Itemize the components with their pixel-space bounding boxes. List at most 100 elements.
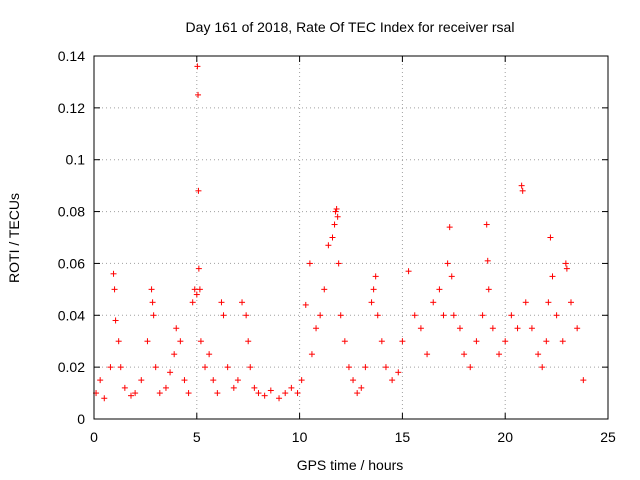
data-point: [368, 299, 375, 306]
data-point: [430, 299, 437, 306]
data-point: [411, 312, 418, 319]
data-point: [150, 312, 157, 319]
data-point: [485, 286, 492, 293]
data-point: [261, 392, 268, 399]
data-point: [450, 312, 457, 319]
grid: [94, 56, 608, 419]
data-point: [549, 273, 556, 280]
data-point: [144, 338, 151, 345]
y-tick-label: 0.06: [58, 255, 85, 271]
data-point: [332, 208, 339, 215]
y-tick-label: 0.02: [58, 359, 85, 375]
data-point: [243, 312, 250, 319]
data-point: [234, 377, 241, 384]
data-point: [502, 338, 509, 345]
data-point: [171, 351, 178, 358]
data-point: [399, 338, 406, 345]
data-point: [239, 299, 246, 306]
data-point: [337, 312, 344, 319]
data-point: [461, 351, 468, 358]
plot-frame: [93, 55, 609, 420]
data-point: [539, 364, 546, 371]
data-point: [210, 377, 217, 384]
data-point: [417, 325, 424, 332]
data-point: [580, 377, 587, 384]
data-point: [334, 213, 341, 220]
data-point: [496, 351, 503, 358]
data-point: [195, 91, 202, 98]
data-point: [358, 384, 365, 391]
data-point: [329, 234, 336, 241]
data-point: [298, 377, 305, 384]
data-point: [333, 205, 340, 212]
data-point: [382, 364, 389, 371]
data-point: [467, 364, 474, 371]
data-point: [251, 384, 258, 391]
data-point: [519, 187, 526, 194]
data-point: [189, 299, 196, 306]
data-point: [331, 221, 338, 228]
data-point: [197, 338, 204, 345]
data-point: [448, 273, 455, 280]
data-point: [444, 260, 451, 267]
data-point: [325, 242, 332, 249]
data-point: [218, 299, 225, 306]
y-tick-label: 0.1: [66, 152, 86, 168]
data-point: [173, 325, 180, 332]
data-point: [247, 364, 254, 371]
data-point: [294, 390, 301, 397]
data-point: [547, 234, 554, 241]
data-point: [195, 265, 202, 272]
data-point: [117, 364, 124, 371]
data-points: [93, 63, 587, 402]
data-point: [354, 390, 361, 397]
data-point: [489, 325, 496, 332]
data-point: [214, 390, 221, 397]
data-point: [514, 325, 521, 332]
data-point: [335, 260, 342, 267]
data-point: [424, 351, 431, 358]
data-point: [115, 338, 122, 345]
data-point: [508, 312, 515, 319]
data-point: [473, 338, 480, 345]
data-point: [518, 182, 525, 189]
data-point: [152, 364, 159, 371]
data-point: [107, 364, 114, 371]
data-point: [321, 286, 328, 293]
data-point: [372, 273, 379, 280]
data-point: [543, 338, 550, 345]
data-point: [483, 221, 490, 228]
data-point: [110, 270, 117, 277]
data-point: [317, 312, 324, 319]
data-point: [563, 265, 570, 272]
data-point: [302, 301, 309, 308]
data-point: [440, 312, 447, 319]
data-point: [267, 387, 274, 394]
y-tick-label: 0.14: [58, 48, 85, 64]
data-point: [370, 286, 377, 293]
data-point: [484, 257, 491, 264]
data-point: [389, 377, 396, 384]
data-point: [567, 299, 574, 306]
x-axis: 0 5 10 15 20 25: [90, 56, 616, 445]
data-point: [185, 390, 192, 397]
y-tick-label: 0.04: [58, 307, 85, 323]
data-point: [167, 369, 174, 376]
data-point: [553, 312, 560, 319]
data-point: [288, 384, 295, 391]
y-tick-label: 0.12: [58, 100, 85, 116]
x-tick-label: 20: [497, 429, 513, 445]
x-tick-label: 25: [600, 429, 616, 445]
data-point: [535, 351, 542, 358]
data-point: [345, 364, 352, 371]
data-point: [255, 390, 262, 397]
data-point: [456, 325, 463, 332]
data-point: [156, 390, 163, 397]
data-point: [194, 63, 201, 70]
data-point: [181, 377, 188, 384]
y-axis-label: ROTI / TECUs: [6, 193, 22, 283]
y-tick-label: 0: [77, 411, 85, 427]
y-axis: 0 0.02 0.04 0.06 0.08 0.1 0.12 0.14: [58, 48, 608, 427]
data-point: [206, 351, 213, 358]
data-point: [230, 384, 237, 391]
